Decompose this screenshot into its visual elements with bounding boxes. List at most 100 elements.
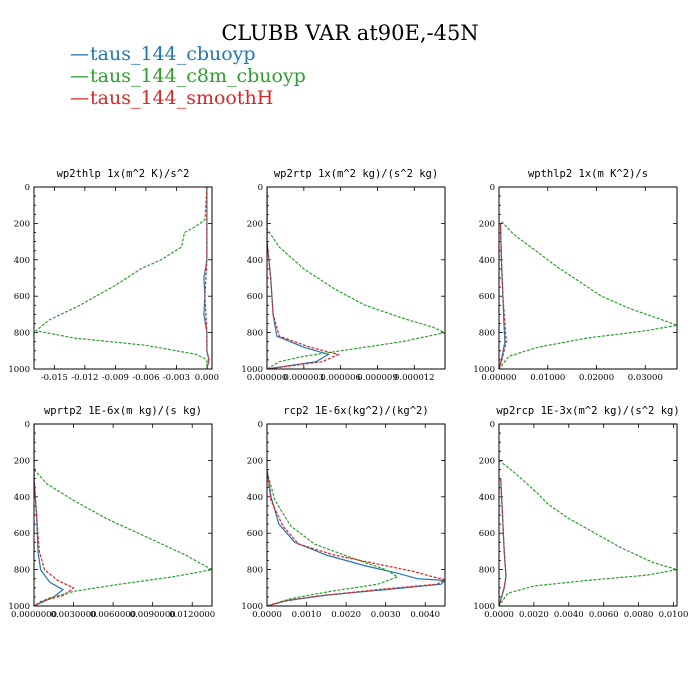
y-tick-label: 0 bbox=[25, 420, 30, 430]
y-tick-label: 800 bbox=[479, 566, 495, 576]
series-line-taus-144-smoothH bbox=[267, 187, 340, 369]
panel-title: rcp2 1E-6x(kg^2)/(kg^2) bbox=[283, 405, 428, 417]
panel-title: wp2rtp 1x(m^2 kg)/(s^2 kg) bbox=[274, 168, 438, 180]
y-tick-label: 800 bbox=[479, 329, 495, 339]
y-tick-label: 0 bbox=[258, 420, 263, 430]
plot-frame bbox=[498, 423, 678, 607]
x-tick-label: 0.000003 bbox=[284, 373, 325, 383]
x-tick-label: 0.000009 bbox=[357, 373, 398, 383]
x-tick-label: 0.02000 bbox=[579, 373, 614, 383]
y-tick-label: 200 bbox=[247, 219, 263, 229]
y-tick-label: 200 bbox=[14, 219, 30, 229]
x-tick-label: 0.0030000 bbox=[51, 610, 97, 620]
y-tick-label: 600 bbox=[479, 529, 495, 539]
y-tick-label: 1000 bbox=[473, 602, 495, 612]
legend-label-cbuoyp: taus_144_cbuoyp bbox=[90, 43, 256, 65]
y-tick-label: 200 bbox=[247, 456, 263, 466]
series-line-taus-144-smoothH bbox=[34, 424, 75, 606]
legend-dash-smoothH: — bbox=[70, 87, 89, 109]
series-line-taus-144-c8m-cbuoyp bbox=[34, 469, 212, 606]
legend-dash-c8m-cbuoyp: — bbox=[70, 65, 89, 87]
x-tick-label: -0.015 bbox=[41, 373, 68, 383]
chart-panel-2: wp2rtp 1x(m^2 kg)/(s^2 kg) 0 200 400 600 800 1… bbox=[241, 168, 446, 383]
x-tick-label: 0.000012 bbox=[394, 373, 435, 383]
y-tick-label: 800 bbox=[14, 329, 30, 339]
y-tick-label: 0 bbox=[25, 183, 30, 193]
series-line-taus-144-cbuoyp bbox=[267, 187, 330, 369]
x-tick-label: 0.000000 bbox=[247, 373, 288, 383]
y-tick-label: 1000 bbox=[8, 602, 30, 612]
y-tick-label: 1000 bbox=[8, 365, 30, 375]
x-tick-label: 0.0000 bbox=[252, 610, 282, 620]
y-tick-label: 600 bbox=[479, 292, 495, 302]
series-line-taus-144-smoothH bbox=[499, 223, 507, 369]
chart-panel-1: wp2thlp 1x(m^2 K)/s^2 0 200 400 600 800 1000 -0… bbox=[8, 168, 219, 383]
y-tick-label: 600 bbox=[247, 529, 263, 539]
x-tick-label: -0.003 bbox=[163, 373, 190, 383]
y-tick-label: 0 bbox=[490, 183, 495, 193]
legend-dash-cbuoyp: — bbox=[70, 43, 89, 65]
x-tick-label: 0.000006 bbox=[320, 373, 361, 383]
x-tick-label: -0.006 bbox=[132, 373, 159, 383]
plot-frame bbox=[33, 186, 213, 370]
series-line-taus-144-c8m-cbuoyp bbox=[34, 187, 208, 369]
y-tick-label: 600 bbox=[247, 292, 263, 302]
series-line-taus-144-cbuoyp bbox=[34, 424, 65, 606]
y-tick-label: 0 bbox=[490, 420, 495, 430]
y-tick-label: 400 bbox=[247, 493, 263, 503]
legend: — taus_144_cbuoyp — taus_144_c8m_cbuoyp … bbox=[70, 43, 306, 109]
plot-frame bbox=[498, 186, 678, 370]
series-line-taus-144-smoothH bbox=[267, 471, 445, 606]
series-line-taus-144-c8m-cbuoyp bbox=[499, 221, 677, 369]
x-tick-label: 0.0040 bbox=[554, 610, 584, 620]
chart-panel-4: wprtp2 1E-6x(m kg)/(s kg) 0 200 400 600 800 10… bbox=[8, 405, 215, 620]
plot-frame bbox=[33, 423, 213, 607]
series-line-taus-144-smoothH bbox=[499, 478, 507, 606]
y-tick-label: 400 bbox=[479, 256, 495, 266]
y-tick-label: 1000 bbox=[241, 602, 263, 612]
y-tick-label: 600 bbox=[14, 292, 30, 302]
x-tick-label: 0.0100 bbox=[659, 610, 689, 620]
y-tick-label: 600 bbox=[14, 529, 30, 539]
x-tick-label: 0.0020 bbox=[331, 610, 361, 620]
y-tick-label: 400 bbox=[479, 493, 495, 503]
series-line-taus-144-c8m-cbuoyp bbox=[267, 471, 399, 606]
x-tick-label: 0.0000000 bbox=[11, 610, 57, 620]
x-tick-label: 0.0010 bbox=[292, 610, 322, 620]
panels-grid: wp2thlp 1x(m^2 K)/s^2 0 200 400 600 800 1000 -0… bbox=[8, 168, 688, 620]
y-tick-label: 0 bbox=[258, 183, 263, 193]
panel-title: wpthlp2 1x(m K^2)/s bbox=[528, 168, 648, 180]
y-tick-label: 1000 bbox=[473, 365, 495, 375]
legend-label-smoothH: taus_144_smoothH bbox=[90, 87, 273, 109]
x-tick-label: -0.012 bbox=[71, 373, 98, 383]
figure-title: CLUBB VAR at90E,-45N bbox=[221, 21, 478, 45]
x-tick-label: 0.03000 bbox=[628, 373, 663, 383]
panel-title: wp2rcp 1E-3x(m^2 kg)/(s^2 kg) bbox=[496, 405, 679, 417]
legend-label-c8m-cbuoyp: taus_144_c8m_cbuoyp bbox=[90, 65, 306, 87]
plot-frame bbox=[266, 423, 446, 607]
y-tick-label: 800 bbox=[247, 329, 263, 339]
x-tick-label: 0.0060 bbox=[589, 610, 619, 620]
chart-panel-6: wp2rcp 1E-3x(m^2 kg)/(s^2 kg)0 200 400 600 8… bbox=[473, 405, 688, 620]
x-tick-label: -0.009 bbox=[102, 373, 129, 383]
x-tick-label: 0.0000 bbox=[484, 610, 514, 620]
chart-panel-5: rcp2 1E-6x(kg^2)/(kg^2) 0 200 400 600 800 1000… bbox=[241, 405, 446, 620]
x-tick-label: 0.01000 bbox=[530, 373, 565, 383]
y-tick-label: 200 bbox=[479, 456, 495, 466]
x-tick-label: 0.0030 bbox=[371, 610, 401, 620]
y-tick-label: 800 bbox=[247, 566, 263, 576]
x-tick-label: 0.00000 bbox=[481, 373, 516, 383]
panel-title: wp2thlp 1x(m^2 K)/s^2 bbox=[57, 168, 190, 180]
y-tick-label: 800 bbox=[14, 566, 30, 576]
chart-panel-3: wpthlp2 1x(m K^2)/s 0 200 400 600 800 10000.00… bbox=[473, 168, 678, 383]
series-line-taus-144-smoothH bbox=[204, 187, 210, 369]
y-tick-label: 200 bbox=[479, 219, 495, 229]
series-line-taus-144-c8m-cbuoyp bbox=[499, 459, 677, 606]
x-tick-label: 0.0120000 bbox=[169, 610, 215, 620]
x-tick-label: 0.000 bbox=[195, 373, 219, 383]
x-tick-label: 0.0060000 bbox=[90, 610, 136, 620]
plot-frame bbox=[266, 186, 446, 370]
x-tick-label: 0.0080 bbox=[624, 610, 654, 620]
y-tick-label: 1000 bbox=[241, 365, 263, 375]
